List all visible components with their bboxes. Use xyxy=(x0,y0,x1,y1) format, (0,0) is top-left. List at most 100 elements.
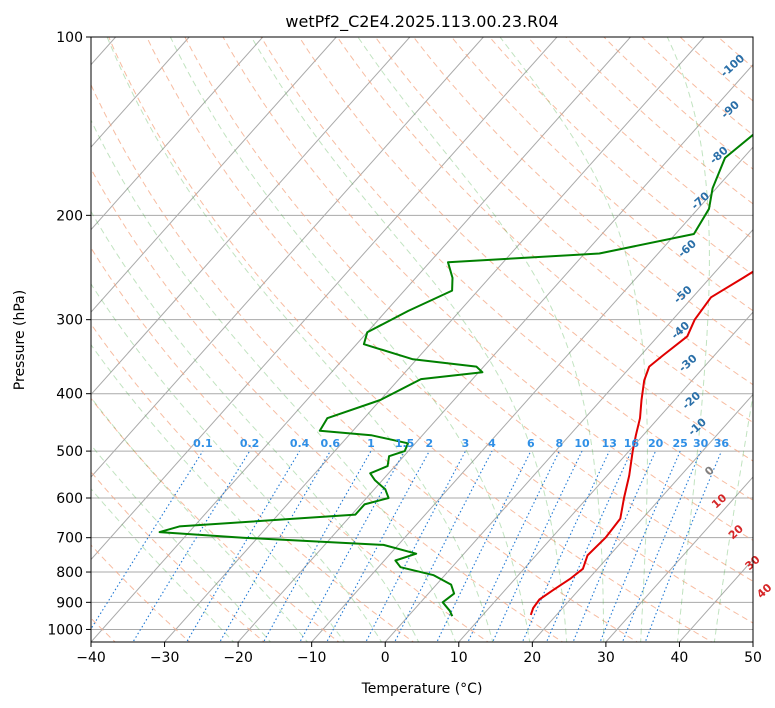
sounding-traces xyxy=(158,133,753,617)
mixing-ratio-line xyxy=(492,450,583,642)
mixing-ratio-label: 1 xyxy=(367,437,375,450)
mixing-ratio-label: 20 xyxy=(648,437,664,450)
x-tick-label: 50 xyxy=(744,650,762,666)
moist-adiabat-line xyxy=(499,37,648,642)
isotherm-line xyxy=(458,311,753,642)
dry-adiabat-line xyxy=(412,37,753,349)
isotherm-line xyxy=(384,228,753,642)
moist-adiabat-line xyxy=(169,37,531,642)
moist-adiabat-line xyxy=(91,343,346,642)
isotherm-line xyxy=(91,37,631,642)
isotherm-line xyxy=(91,37,558,561)
y-tick-label: 400 xyxy=(56,387,83,403)
mixing-ratio-label: 0.1 xyxy=(193,437,213,450)
mixing-ratio-line xyxy=(91,450,204,630)
isotherm-line xyxy=(605,476,753,642)
y-tick-label: 500 xyxy=(56,444,83,460)
dry-adiabat-line xyxy=(91,167,564,642)
dry-adiabat-line xyxy=(184,37,753,582)
moist-adiabat-line xyxy=(666,37,710,642)
dry-adiabat-line xyxy=(108,37,713,642)
dry-adiabat-line xyxy=(91,544,191,642)
isotherm-line xyxy=(91,37,264,231)
mixing-ratio-line xyxy=(219,450,331,642)
x-tick-label: −20 xyxy=(223,650,253,666)
y-tick-label: 1000 xyxy=(47,622,83,638)
moist-adiabat-line xyxy=(91,282,383,642)
isotherm-line xyxy=(91,37,484,478)
mixing-ratio-label: 1.5 xyxy=(395,437,415,450)
dry-adiabat-line xyxy=(91,397,340,642)
isotherm-line xyxy=(91,37,337,313)
plot-area xyxy=(91,37,753,642)
isotherm-line xyxy=(164,37,705,642)
dry-adiabat-line xyxy=(260,37,753,501)
y-tick-label: 100 xyxy=(56,30,83,46)
sounding-series-line xyxy=(158,133,753,617)
dry-adiabat-line xyxy=(222,37,753,541)
x-tick-label: −40 xyxy=(76,650,106,666)
moist-adiabat-line xyxy=(91,396,309,642)
mixing-ratio-label: 0.6 xyxy=(321,437,341,450)
mixing-ratio-label: 0.2 xyxy=(240,437,260,450)
mixing-ratio-label: 2 xyxy=(425,437,433,450)
mixing-ratio-label: 16 xyxy=(624,437,640,450)
plot-frame xyxy=(90,36,754,643)
mixing-ratio-label: 4 xyxy=(488,437,496,450)
mixing-ratio-label: 13 xyxy=(602,437,617,450)
mixing-ratio-line xyxy=(622,450,702,642)
isotherm-line xyxy=(91,37,190,148)
y-tick-label: 300 xyxy=(56,313,83,329)
y-tick-label: 900 xyxy=(56,595,83,611)
mixing-ratio-label: 8 xyxy=(555,437,563,450)
dry-adiabat-line xyxy=(91,471,266,642)
sounding-series-line xyxy=(529,270,753,616)
y-tick-label: 200 xyxy=(56,208,83,224)
dry-adiabat-line xyxy=(91,323,415,642)
y-tick-label: 800 xyxy=(56,565,83,581)
x-tick-label: −30 xyxy=(150,650,180,666)
moist-adiabat-line xyxy=(91,119,457,642)
isotherm-line xyxy=(91,37,411,396)
y-tick-label: 600 xyxy=(56,491,83,507)
y-axis-ticks: 100 200 300 400 500 600 700 800 900 1000 xyxy=(47,30,91,638)
x-axis-ticks: −40 −30 −20 −10 0 10 20 30 40 50 xyxy=(76,642,762,666)
y-tick-label: 700 xyxy=(56,531,83,547)
chart-title: wetPf2_C2E4.2025.113.00.23.R04 xyxy=(285,12,558,32)
x-axis-label: Temperature (°C) xyxy=(361,681,483,697)
moist-adiabat-line xyxy=(106,37,494,642)
mixing-ratio-line xyxy=(365,450,466,642)
moist-adiabat-line xyxy=(713,392,753,642)
x-tick-label: 0 xyxy=(381,650,390,666)
mixing-ratio-line xyxy=(132,450,251,642)
x-tick-label: 20 xyxy=(523,650,541,666)
mixing-ratio-label: 36 xyxy=(714,437,730,450)
dry-adiabat-line xyxy=(374,37,753,386)
mixing-ratio-label: 25 xyxy=(673,437,688,450)
x-tick-label: 40 xyxy=(670,650,688,666)
x-tick-label: 30 xyxy=(597,650,615,666)
y-axis-label: Pressure (hPa) xyxy=(12,290,28,390)
dry-adiabat-line xyxy=(146,37,753,624)
mixing-ratio-label: 0.4 xyxy=(290,437,310,450)
moist-adiabat-line xyxy=(250,37,568,642)
mixing-ratio-label: 3 xyxy=(462,437,470,450)
moist-adiabat-line xyxy=(357,37,605,642)
mixing-ratio-line xyxy=(644,450,722,642)
dry-adiabats xyxy=(91,37,753,642)
mixing-ratio-label: 6 xyxy=(527,437,535,450)
mixing-ratio-line xyxy=(599,450,681,642)
isotherm-line xyxy=(531,393,753,642)
mixing-ratio-line xyxy=(185,450,301,642)
mixing-ratio-line xyxy=(467,450,560,642)
x-tick-label: −10 xyxy=(297,650,327,666)
x-tick-label: 10 xyxy=(450,650,468,666)
dry-adiabat-line xyxy=(91,247,489,642)
mixing-ratio-label: 10 xyxy=(574,437,590,450)
mixing-ratio-lines xyxy=(91,450,722,642)
mixing-ratio-label: 30 xyxy=(693,437,709,450)
mixing-ratio-line xyxy=(326,450,430,642)
moist-adiabat-line xyxy=(91,444,272,642)
dry-adiabat-line xyxy=(91,83,639,642)
